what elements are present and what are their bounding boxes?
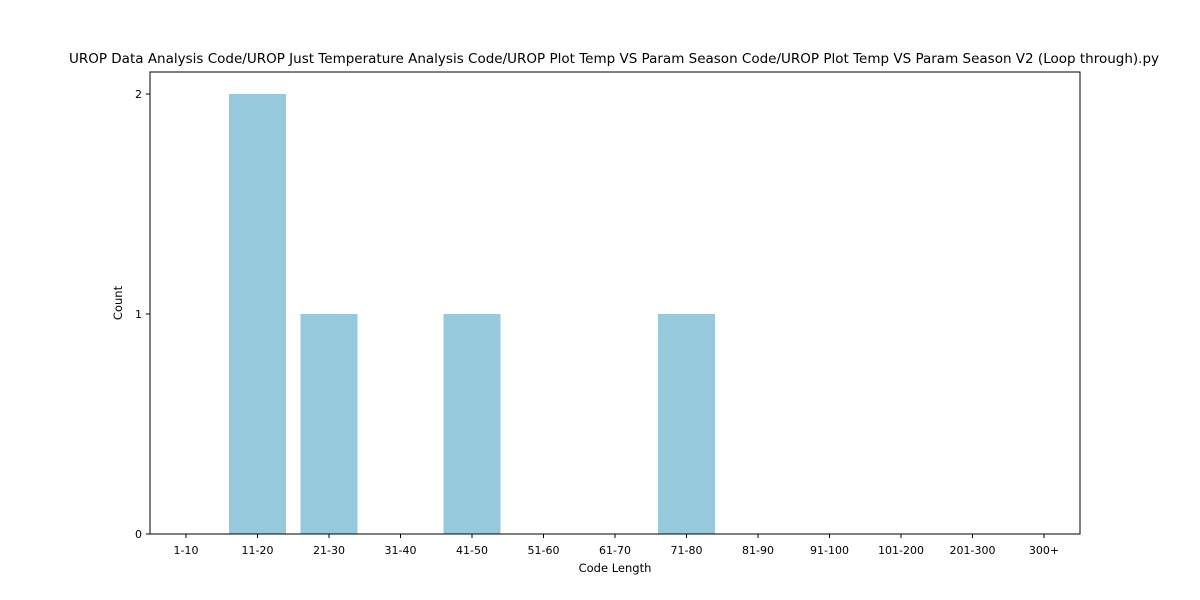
x-tick-label: 21-30 <box>313 544 345 557</box>
y-tick-label: 2 <box>135 88 142 101</box>
bar-71-80 <box>658 314 715 534</box>
x-tick-label: 31-40 <box>385 544 417 557</box>
bar-11-20 <box>229 94 286 534</box>
bar-21-30 <box>300 314 358 534</box>
x-tick-label: 71-80 <box>671 544 703 557</box>
x-tick-label: 300+ <box>1029 544 1059 557</box>
bars-group <box>229 94 715 534</box>
x-tick-label: 41-50 <box>456 544 488 557</box>
x-tick-label: 61-70 <box>599 544 631 557</box>
x-axis: 1-10 11-20 21-30 31-40 41-50 51-60 61-70 71-80 8… <box>174 534 1059 557</box>
chart-title: UROP Data Analysis Code/UROP Just Temper… <box>69 51 1159 67</box>
x-tick-label: 91-100 <box>810 544 849 557</box>
x-tick-label: 51-60 <box>528 544 560 557</box>
x-tick-label: 201-300 <box>950 544 996 557</box>
x-axis-label: Code Length <box>579 561 652 575</box>
bar-41-50 <box>443 314 501 534</box>
plot-area-frame <box>149 71 1081 535</box>
x-tick-label: 101-200 <box>878 544 924 557</box>
x-tick-label: 1-10 <box>174 544 199 557</box>
y-axis-label: Count <box>111 285 125 320</box>
y-tick-label: 0 <box>135 528 142 541</box>
x-tick-label: 11-20 <box>242 544 274 557</box>
x-tick-label: 81-90 <box>742 544 774 557</box>
y-axis: 0 1 2 <box>135 88 150 541</box>
y-tick-label: 1 <box>135 308 142 321</box>
